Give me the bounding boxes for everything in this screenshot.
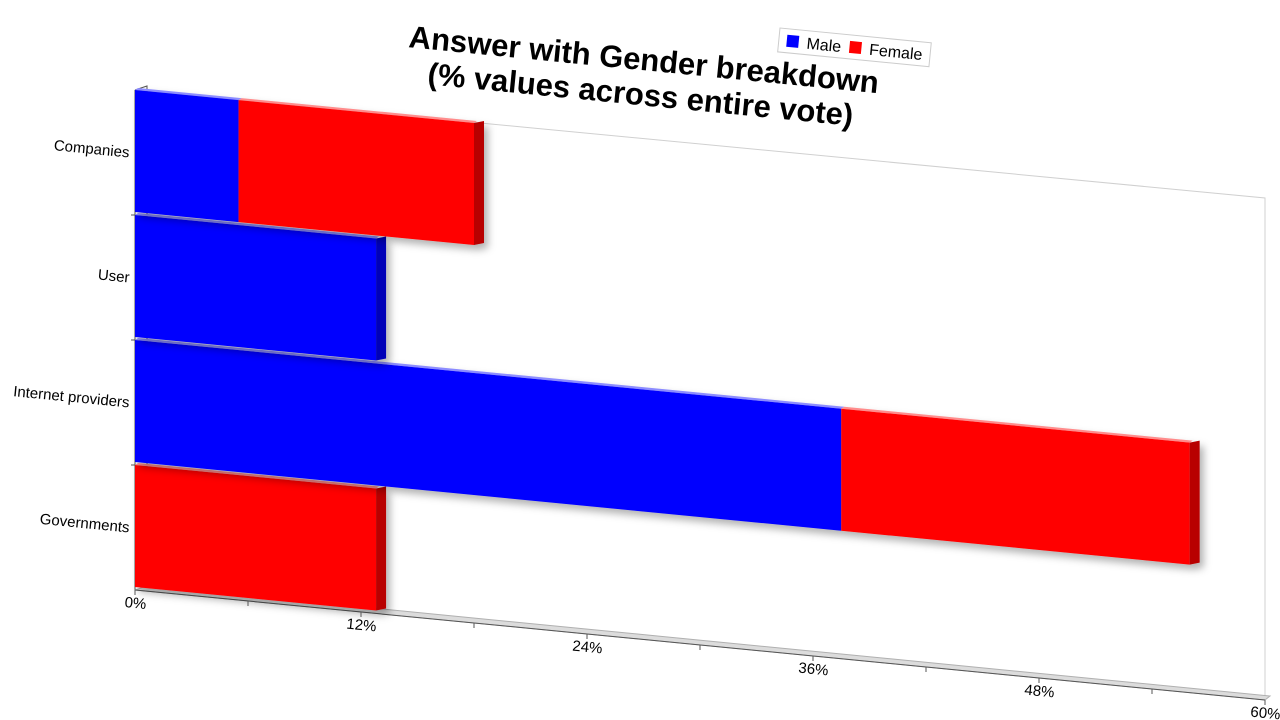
category-label: Internet providers — [12, 383, 130, 411]
category-label: Companies — [53, 137, 130, 161]
bar-companies-male — [135, 90, 239, 223]
x-tick-label: 48% — [1024, 682, 1056, 702]
bar-companies-female-top — [238, 98, 477, 123]
x-tick-label: 24% — [572, 638, 604, 658]
bar-group — [135, 338, 1200, 565]
bar-internet-providers-male-top — [135, 338, 845, 409]
bar-internet-providers-female — [841, 408, 1190, 565]
legend-swatch-male — [786, 34, 800, 48]
bar-companies-female-side — [474, 121, 484, 245]
legend-label-male: Male — [806, 36, 842, 56]
bar-group — [135, 213, 387, 361]
bar-internet-providers-female-side — [1189, 440, 1200, 565]
bar-internet-providers-male — [135, 340, 842, 531]
bar-companies-female — [238, 100, 474, 245]
x-tick-label: 12% — [346, 616, 378, 636]
bar-user-male-top — [135, 213, 380, 239]
category-label: User — [97, 266, 130, 286]
legend-swatch-female — [848, 40, 863, 55]
x-tick-label: 36% — [798, 660, 830, 680]
category-label: Governments — [39, 511, 130, 537]
bar-governments-female — [135, 465, 377, 611]
x-tick-label: 60% — [1250, 704, 1280, 720]
bar-user-male — [135, 215, 377, 361]
legend-label-female: Female — [868, 42, 923, 64]
legend: Male Female — [777, 27, 932, 68]
bar-companies-male-top — [135, 88, 242, 101]
plot-back-wall — [134, 89, 1266, 700]
bar-governments-female-side — [376, 486, 387, 611]
bar-user-male-side — [376, 236, 387, 361]
bar-governments-female-top — [135, 463, 380, 489]
bar-group — [135, 88, 484, 245]
bar-group — [135, 463, 387, 611]
x-tick-label: 0% — [124, 594, 147, 613]
bar-internet-providers-female-top — [841, 406, 1193, 443]
